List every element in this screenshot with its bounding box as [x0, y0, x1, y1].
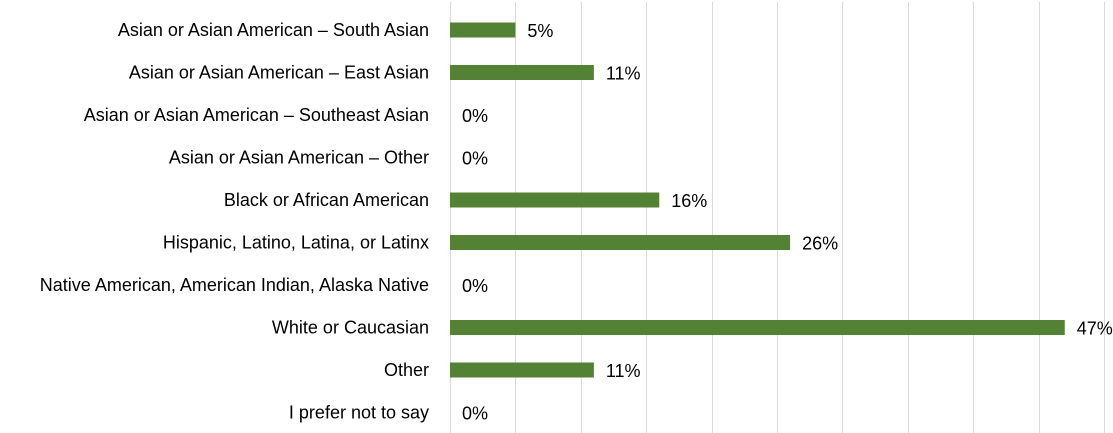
category-label: Asian or Asian American – Southeast Asia…: [84, 105, 429, 125]
category-label: I prefer not to say: [289, 403, 429, 423]
data-label: 26%: [802, 234, 838, 254]
category-label: White or Caucasian: [272, 318, 429, 338]
category-label: Hispanic, Latino, Latina, or Latinx: [163, 233, 429, 253]
bar: [450, 192, 660, 208]
data-label: 0%: [462, 404, 488, 424]
bar: [450, 22, 516, 38]
data-label: 11%: [606, 361, 641, 381]
bars: [450, 22, 1065, 378]
value-labels: 5% 11% 0% 0% 16% 26% 0% 47% 11% 0%: [462, 21, 1113, 424]
bar: [450, 235, 791, 250]
category-label: Asian or Asian American – Other: [169, 148, 429, 168]
data-label: 0%: [462, 106, 488, 126]
data-label: 16%: [671, 191, 707, 211]
category-label: Asian or Asian American – East Asian: [129, 63, 429, 83]
bar: [450, 362, 594, 378]
bar: [450, 65, 594, 80]
data-label: 0%: [462, 276, 488, 296]
data-label: 0%: [462, 149, 488, 169]
category-label: Native American, American Indian, Alaska…: [40, 275, 429, 295]
data-label: 47%: [1077, 319, 1113, 339]
category-labels: Asian or Asian American – South Asian Asi…: [40, 20, 429, 423]
category-label: Other: [384, 360, 429, 380]
category-label: Asian or Asian American – South Asian: [118, 20, 429, 40]
data-label: 11%: [606, 64, 641, 84]
data-label: 5%: [527, 21, 553, 41]
bar: [450, 320, 1065, 335]
category-label: Black or African American: [224, 190, 429, 210]
